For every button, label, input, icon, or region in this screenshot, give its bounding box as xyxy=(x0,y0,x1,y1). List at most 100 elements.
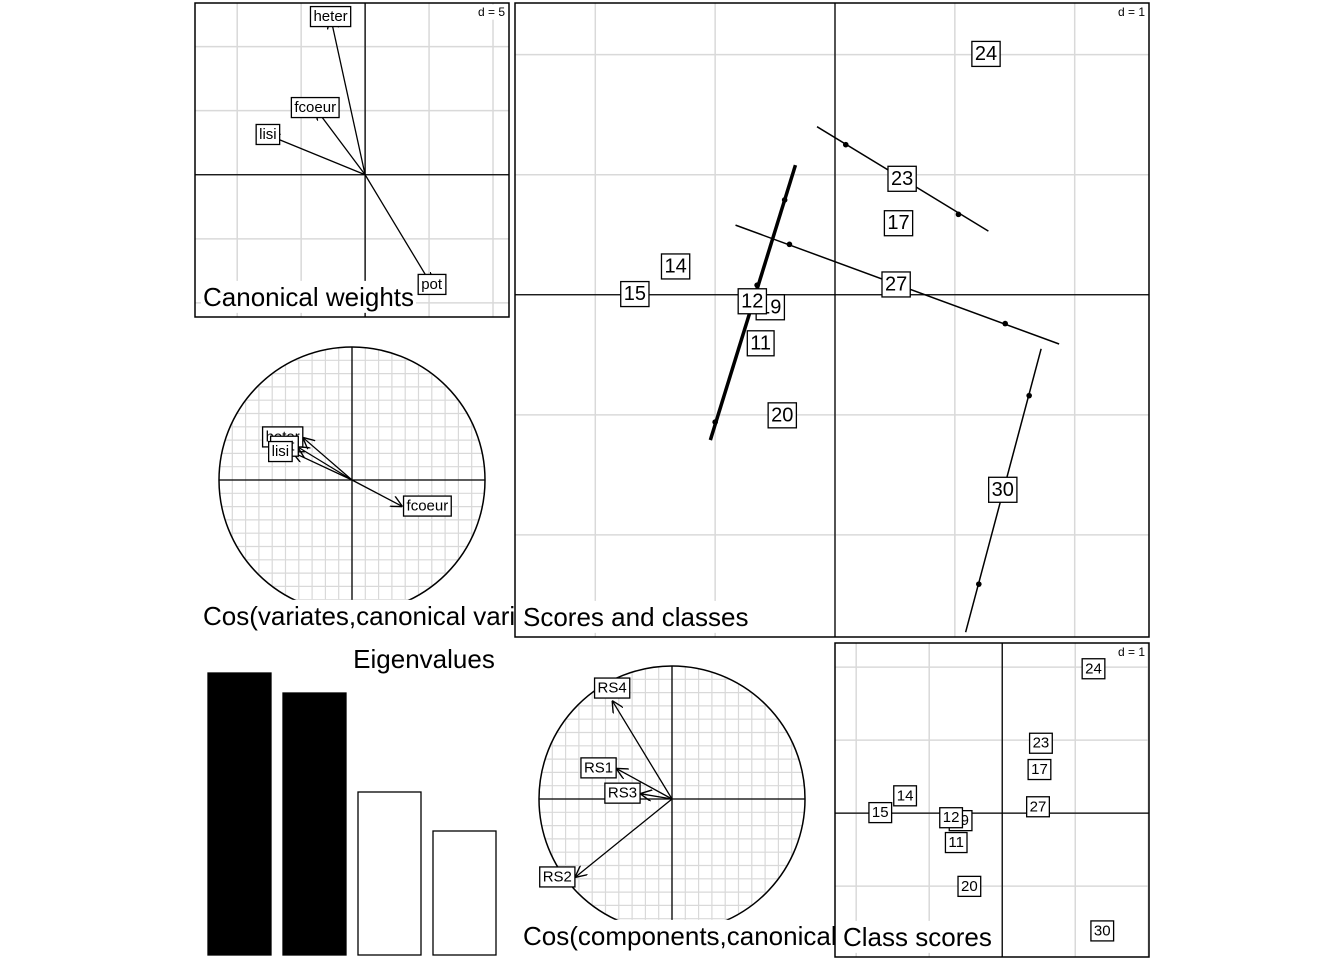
label-box xyxy=(746,330,775,357)
label-box xyxy=(660,253,691,280)
label-box xyxy=(971,40,1001,68)
point-label: 20 xyxy=(771,404,793,426)
bar xyxy=(432,830,497,956)
label-box xyxy=(417,273,447,296)
label-box xyxy=(309,5,352,28)
title-background xyxy=(1116,644,1147,660)
label-box xyxy=(893,785,918,807)
label-box xyxy=(868,801,893,824)
arrow xyxy=(575,798,673,877)
point-label: 12 xyxy=(943,809,960,826)
point-label: RS3 xyxy=(608,785,637,802)
panel-border xyxy=(194,2,510,318)
label-box xyxy=(881,271,911,298)
point-label: fcoeur xyxy=(294,99,336,116)
label-box xyxy=(267,440,293,463)
point xyxy=(1026,392,1032,399)
label-box xyxy=(883,210,914,237)
point xyxy=(955,211,962,218)
label-box xyxy=(290,96,340,119)
label-box xyxy=(539,866,576,888)
point-label: 30 xyxy=(1094,922,1111,939)
label-box xyxy=(988,476,1018,503)
panel-title: Class scores xyxy=(843,922,992,952)
label-box xyxy=(957,875,982,898)
point-label: pot xyxy=(421,276,443,293)
arrow xyxy=(612,701,673,800)
point-label: lisi xyxy=(259,126,277,143)
point-label: RS1 xyxy=(584,759,613,776)
arrow xyxy=(303,437,353,481)
bar xyxy=(282,692,347,956)
point xyxy=(976,581,982,587)
arrow xyxy=(297,447,353,481)
label-box xyxy=(580,757,617,779)
point-label: 14 xyxy=(897,787,914,804)
title-background xyxy=(521,600,751,633)
arrow xyxy=(364,174,432,285)
grid-size-label: d = 5 xyxy=(478,5,505,19)
point-label: 17 xyxy=(887,212,909,234)
point-label: 23 xyxy=(891,168,913,190)
panel-title: Canonical weights xyxy=(203,282,414,312)
point-label: 27 xyxy=(1030,798,1047,815)
point-label: 27 xyxy=(885,273,907,295)
point-label: 14 xyxy=(664,255,686,277)
bar xyxy=(207,672,272,956)
panel-title: Scores and classes xyxy=(523,602,748,632)
label-box xyxy=(939,807,964,829)
point-label: fcoeur xyxy=(407,498,449,515)
grid-size-label: d = 1 xyxy=(1118,645,1145,659)
label-box xyxy=(887,165,917,192)
panel-border xyxy=(834,642,1150,958)
arrow xyxy=(292,452,353,481)
panel-border xyxy=(514,2,1150,638)
point-label: 20 xyxy=(961,878,978,895)
label-box xyxy=(944,831,968,854)
arrow xyxy=(616,768,673,800)
label-box xyxy=(620,280,650,308)
point xyxy=(712,419,718,425)
point xyxy=(786,241,793,248)
title-background xyxy=(476,4,507,20)
point-label: RS4 xyxy=(598,680,627,697)
point xyxy=(754,282,760,288)
label-box xyxy=(1090,920,1115,942)
label-box xyxy=(1028,732,1053,754)
panel-frame xyxy=(835,643,1149,957)
point xyxy=(842,141,849,148)
label-box xyxy=(593,677,631,699)
title-background xyxy=(351,642,497,675)
point xyxy=(1002,320,1008,327)
label-box xyxy=(737,288,768,315)
point-label: 12 xyxy=(741,290,763,312)
label-box xyxy=(1081,658,1106,680)
arrow xyxy=(315,108,366,176)
panel-frame xyxy=(195,3,509,317)
label-box xyxy=(767,402,798,429)
point-label: 11 xyxy=(750,332,771,354)
label-box xyxy=(255,123,281,146)
label-box xyxy=(604,782,641,804)
label-box xyxy=(1027,758,1052,781)
bar xyxy=(357,791,422,956)
arrow xyxy=(351,479,403,507)
point-label: 17 xyxy=(1031,761,1048,778)
point-label: 24 xyxy=(1085,660,1102,677)
panel-frame xyxy=(515,3,1149,637)
title-background xyxy=(201,599,575,632)
point-label: lisi xyxy=(272,443,290,460)
label-box xyxy=(402,495,452,517)
label-box xyxy=(1026,796,1050,818)
arrow xyxy=(640,794,673,799)
point-label: 30 xyxy=(992,479,1014,501)
point-label: 23 xyxy=(1033,735,1050,752)
panel-title: Eigenvalues xyxy=(353,644,495,674)
point xyxy=(781,197,788,203)
point-label: 11 xyxy=(948,834,964,851)
arrow xyxy=(331,17,366,175)
grid-size-label: d = 1 xyxy=(1118,5,1145,19)
point-label: 24 xyxy=(975,43,997,65)
